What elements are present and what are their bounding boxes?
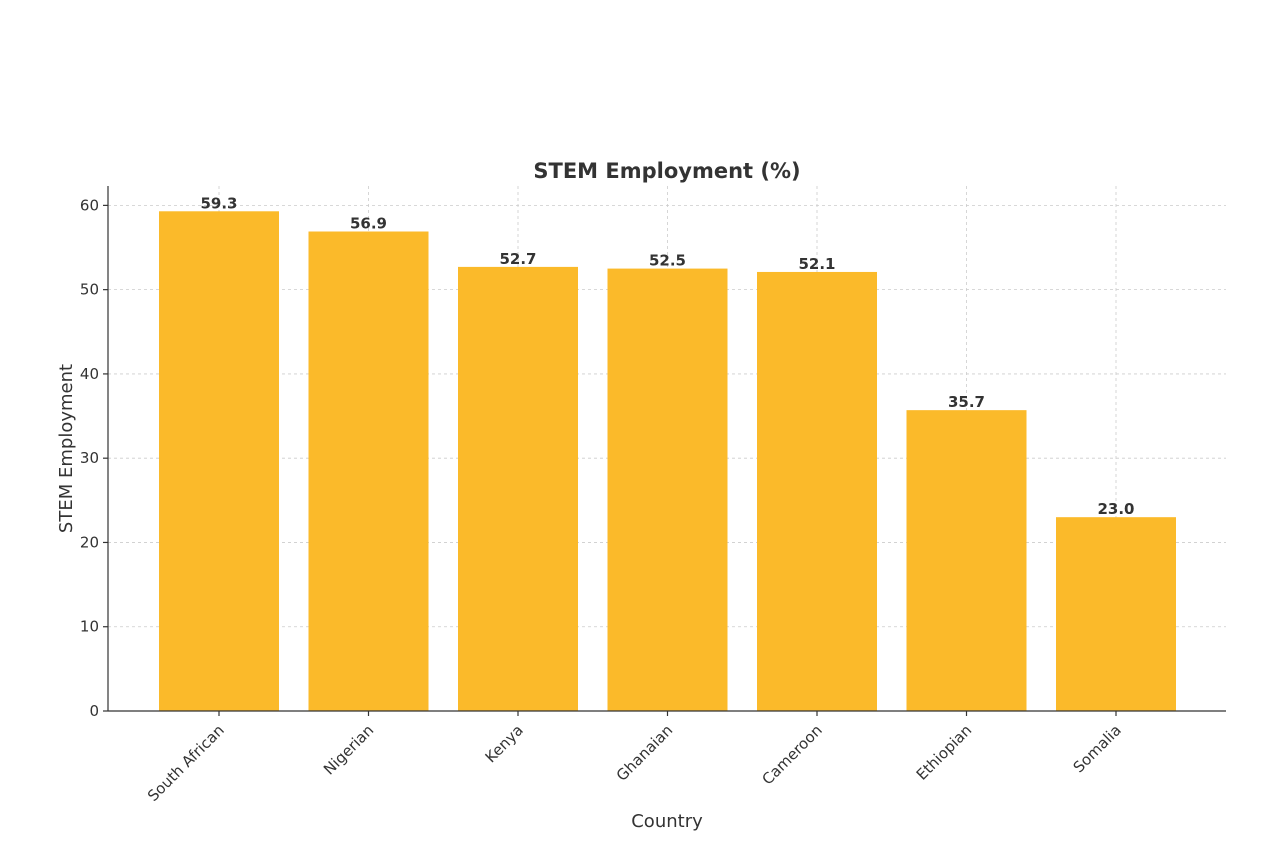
y-tick-label: 0 <box>89 702 99 720</box>
y-tick-label: 40 <box>80 365 99 383</box>
x-tick-label: Ethiopian <box>913 721 976 784</box>
bar <box>458 266 578 711</box>
bar-value-label: 52.1 <box>798 255 835 273</box>
x-tick-label: Ghanaian <box>613 721 677 785</box>
bar-value-label: 52.7 <box>499 250 536 268</box>
y-tick-label: 20 <box>80 533 99 551</box>
bar-value-label: 23.0 <box>1097 500 1134 518</box>
x-tick-label: Nigerian <box>320 721 377 778</box>
bar <box>1056 517 1176 711</box>
x-axis-label: Country <box>631 811 703 832</box>
y-tick-label: 30 <box>80 449 99 467</box>
bar-value-label: 35.7 <box>948 393 985 411</box>
bar <box>308 231 429 711</box>
bar-value-label: 52.5 <box>649 252 686 270</box>
bar <box>607 268 728 711</box>
x-tick-label: South African <box>144 721 228 805</box>
y-tick-label: 60 <box>80 196 99 214</box>
bar-value-label: 59.3 <box>200 194 237 212</box>
x-tick-label: Cameroon <box>758 721 825 788</box>
y-tick-label: 50 <box>80 281 99 299</box>
x-tick-label: Kenya <box>482 721 527 766</box>
y-tick-label: 10 <box>80 618 99 636</box>
bars <box>159 211 1176 712</box>
data-labels: 59.3 56.9 52.7 52.5 52.1 35.7 23.0 <box>200 194 1134 518</box>
bar-value-label: 56.9 <box>350 215 387 233</box>
y-axis-label: STEM Employment <box>56 364 77 533</box>
bar <box>159 211 279 712</box>
chart-title: STEM Employment (%) <box>533 159 800 183</box>
bar <box>906 410 1027 711</box>
bar <box>757 271 877 711</box>
x-tick-label: Somalia <box>1070 721 1125 776</box>
